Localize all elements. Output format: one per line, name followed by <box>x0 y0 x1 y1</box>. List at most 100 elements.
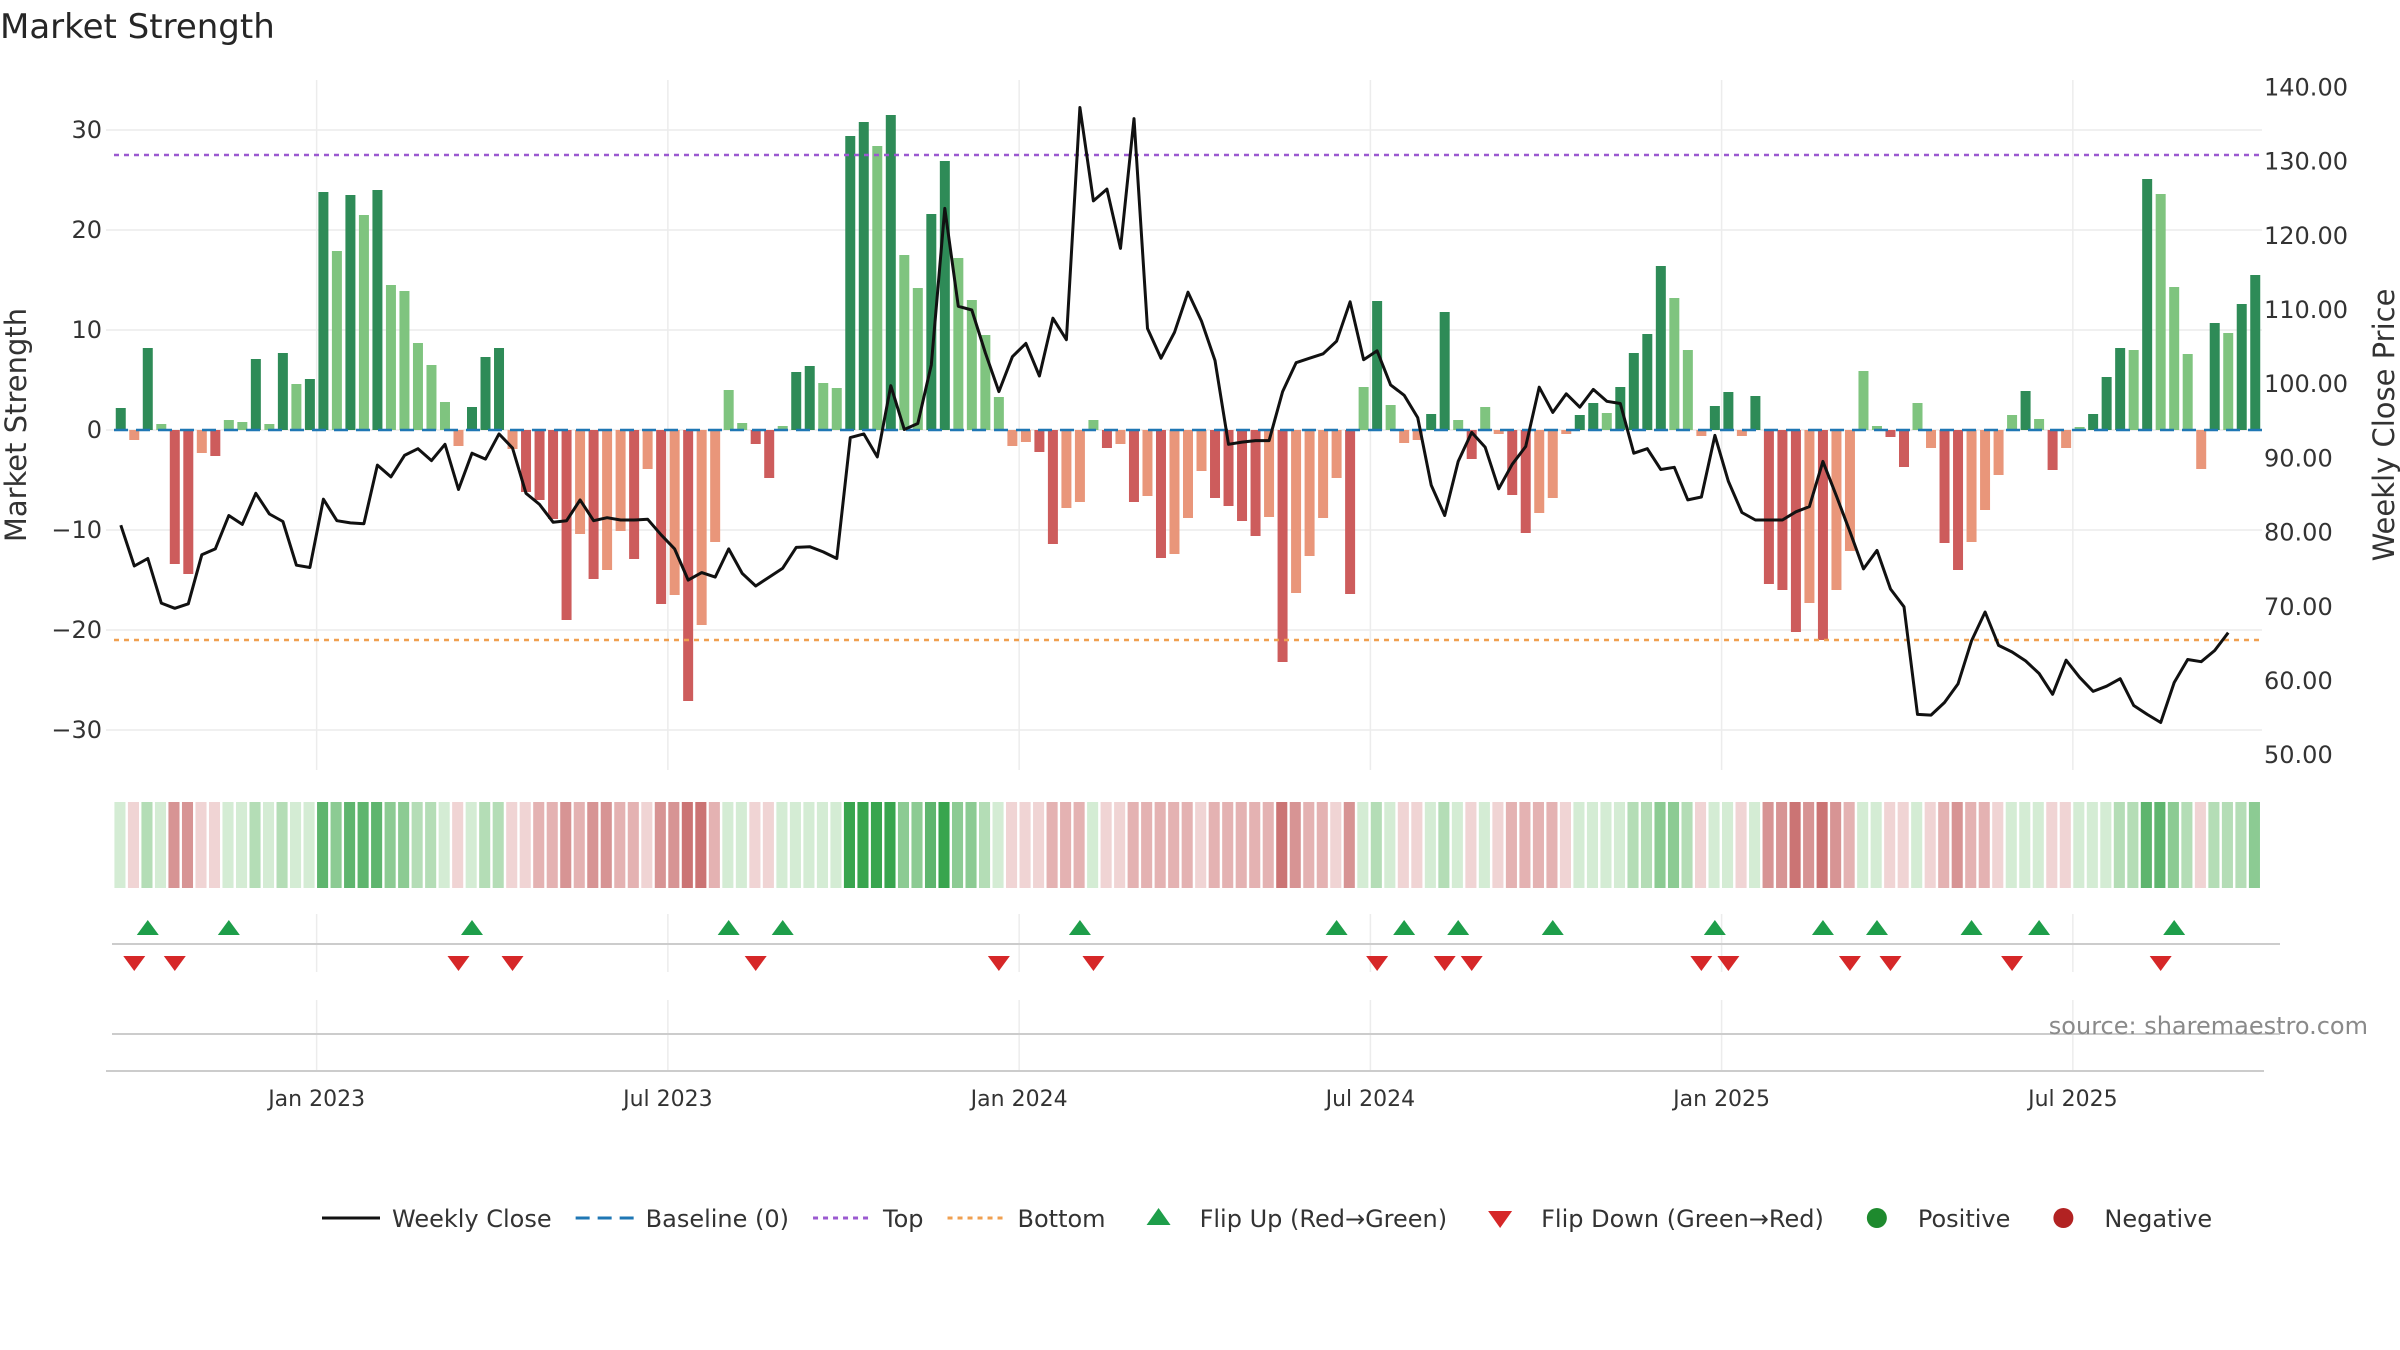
heat-cell <box>533 802 545 888</box>
strength-bar <box>534 430 545 500</box>
heat-cell <box>371 802 383 888</box>
heat-cell <box>398 802 410 888</box>
strength-bar <box>277 353 288 430</box>
flip-up-marker <box>717 920 740 935</box>
heat-cell <box>2154 802 2166 888</box>
heat-cell <box>235 802 248 888</box>
heat-cell <box>168 802 180 888</box>
heat-cell <box>897 802 910 888</box>
strength-bar <box>858 122 869 430</box>
heat-cell <box>195 802 207 888</box>
heat-cell <box>992 802 1004 888</box>
heat-cell <box>2248 802 2260 888</box>
strength-bar <box>507 430 518 449</box>
heat-cell <box>1546 802 1558 888</box>
strength-bar <box>237 422 248 430</box>
heat-cell <box>1195 802 1207 888</box>
flip-down-marker <box>1366 956 1389 971</box>
heat-cell <box>1681 802 1693 888</box>
strength-bar <box>372 190 383 430</box>
flip-up-marker <box>217 920 240 935</box>
strength-bar <box>1291 430 1302 593</box>
heat-cell <box>181 802 194 888</box>
heat-cell <box>506 802 518 888</box>
strength-bar <box>439 402 450 430</box>
heat-cell <box>1911 802 1923 888</box>
strength-bar <box>953 258 964 430</box>
strength-bar <box>1237 430 1248 521</box>
heat-cell <box>695 802 707 888</box>
legend-label: Negative <box>2104 1205 2212 1233</box>
chart-title: Market Strength <box>0 7 275 47</box>
strength-bar <box>1520 430 1531 533</box>
heat-cell <box>1532 802 1544 888</box>
heat-cell <box>1141 802 1153 888</box>
heat-cell <box>1586 802 1599 888</box>
legend-swatch <box>2053 1208 2074 1228</box>
heat-cell <box>1613 802 1626 888</box>
strength-bar <box>1628 353 1639 430</box>
strength-bar <box>1047 430 1058 544</box>
heat-cell <box>1640 802 1653 888</box>
heat-cell <box>587 802 599 888</box>
heat-cell <box>317 802 329 888</box>
strength-bar <box>183 430 194 574</box>
heat-cell <box>749 802 761 888</box>
flip-down-marker <box>1690 956 1713 971</box>
flip-down-marker <box>1838 956 1861 971</box>
strength-bar <box>2047 430 2058 470</box>
flip-up-marker <box>136 920 159 935</box>
strength-bar <box>1128 430 1139 502</box>
heat-cell <box>1411 802 1423 888</box>
strength-bar <box>791 372 802 430</box>
heat-cell <box>2221 802 2233 888</box>
heat-cell <box>938 802 950 888</box>
heat-cell <box>1168 802 1180 888</box>
heat-cell <box>681 802 693 888</box>
strength-bar <box>250 359 261 430</box>
y-right-tick-label: 110.00 <box>2264 296 2348 324</box>
strength-bar <box>683 430 694 701</box>
heat-cell <box>425 802 437 888</box>
strength-bar <box>588 430 599 579</box>
legend: Weekly Close Baseline (0) Top Bottom Flip Up… <box>322 1205 2212 1233</box>
heat-cell <box>2235 802 2247 888</box>
strength-bars <box>115 115 2261 701</box>
heat-cell <box>519 802 531 888</box>
strength-bar <box>169 430 180 564</box>
strength-bar <box>156 424 167 430</box>
heat-cell <box>1114 802 1126 888</box>
heat-cell <box>1478 802 1490 888</box>
heat-cell <box>843 802 855 888</box>
strength-bar <box>872 146 883 430</box>
heat-cell <box>1938 802 1950 888</box>
strength-bar <box>804 366 815 430</box>
heat-cell <box>762 802 774 888</box>
flip-up-marker <box>1865 920 1888 935</box>
heat-cell <box>573 802 585 888</box>
weekly-close-line <box>119 106 2230 724</box>
heat-cell <box>1857 802 1869 888</box>
strength-bar <box>548 430 559 519</box>
strength-bar <box>1885 430 1896 437</box>
flip-down-marker <box>744 956 767 971</box>
y-left-tick-label: 0 <box>87 416 102 444</box>
y-right-tick-label: 90.00 <box>2264 444 2333 472</box>
strength-bar <box>1817 430 1828 640</box>
heat-cell <box>1573 802 1585 888</box>
heat-cell <box>452 802 464 888</box>
flip-up-marker <box>1068 920 1091 935</box>
strength-bar <box>223 420 234 430</box>
y-left-tick-label: 30 <box>71 116 102 144</box>
y-right-tick-label: 70.00 <box>2264 593 2333 621</box>
heat-cell <box>1438 802 1450 888</box>
heat-cell <box>1046 802 1058 888</box>
strength-bar <box>629 430 640 559</box>
strength-bar <box>1318 430 1329 518</box>
strength-bar <box>899 255 910 430</box>
strength-bar <box>993 397 1004 430</box>
strength-bar <box>2061 430 2072 448</box>
heat-cell <box>870 802 883 888</box>
heat-cell <box>1357 802 1369 888</box>
strength-bar <box>1899 430 1909 467</box>
